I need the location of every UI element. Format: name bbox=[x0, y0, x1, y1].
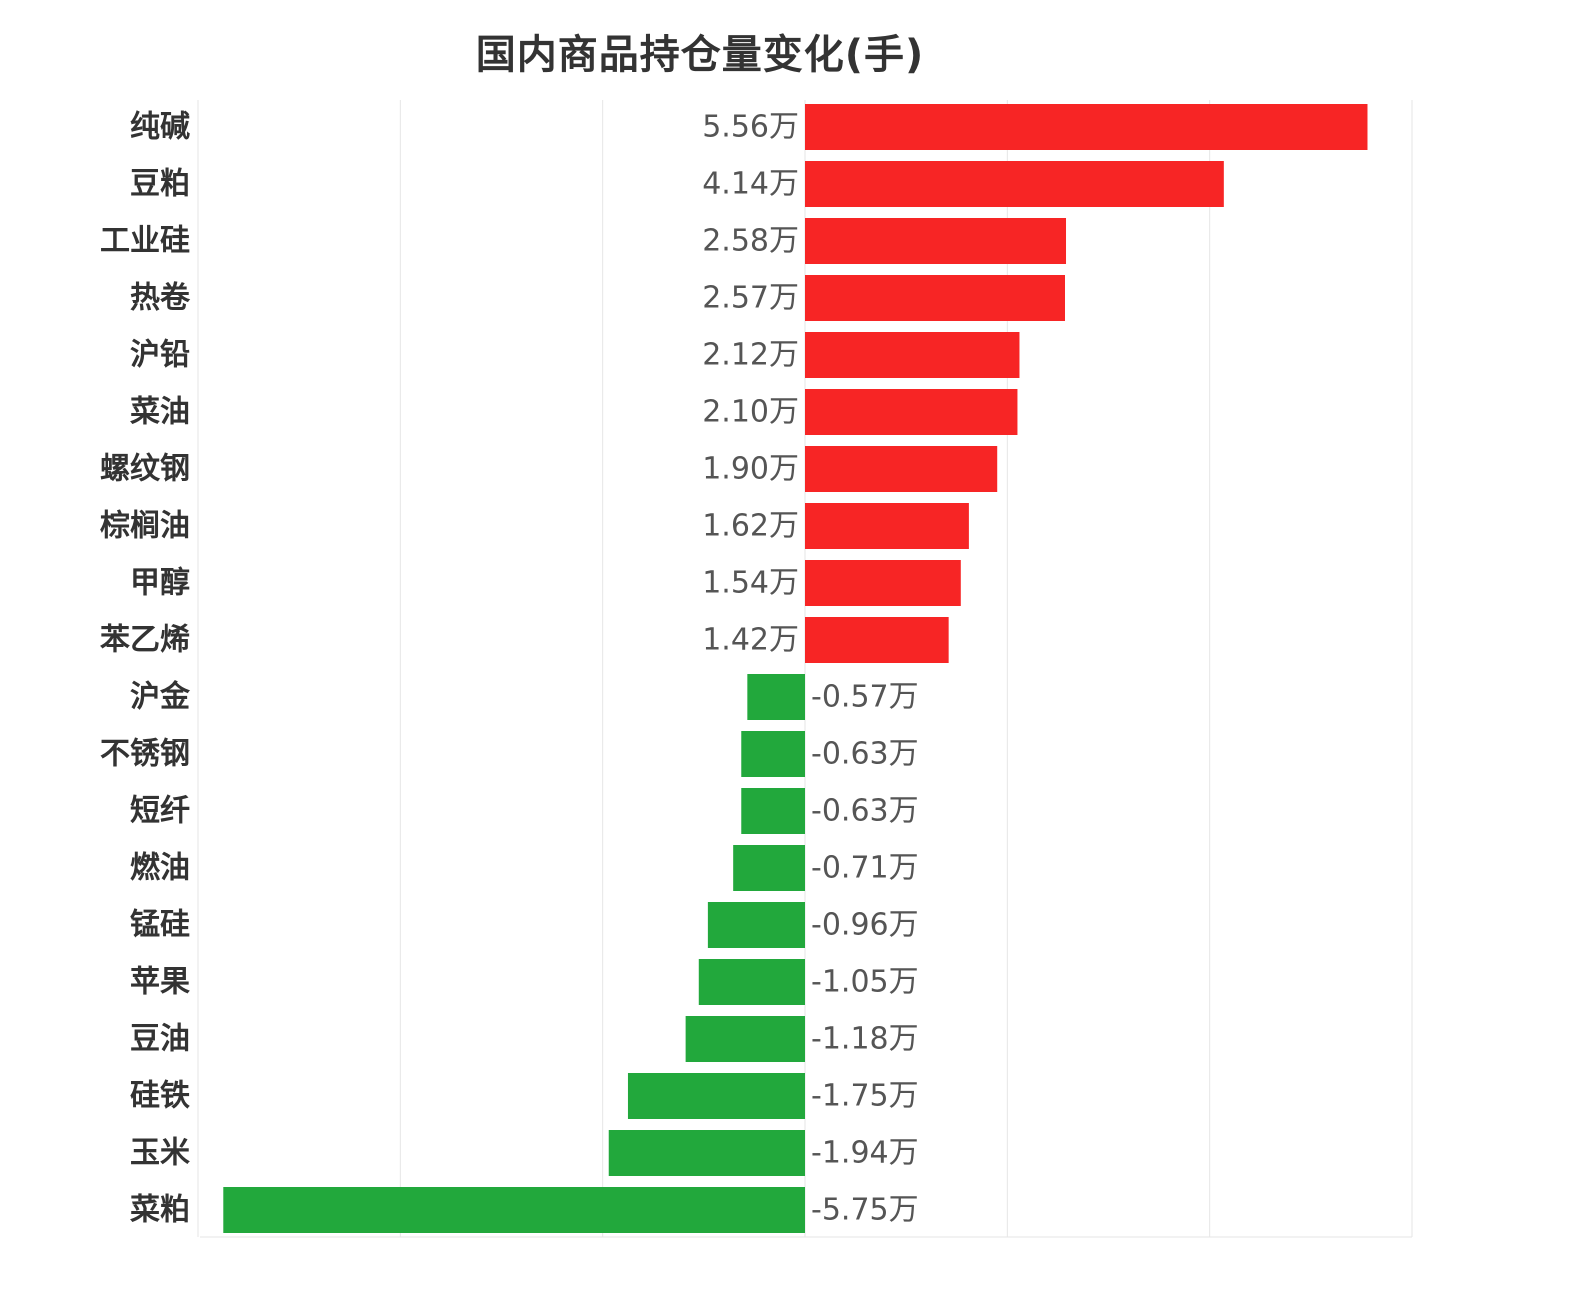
bar bbox=[741, 788, 805, 834]
category-label: 苹果 bbox=[130, 965, 190, 1000]
bar bbox=[805, 104, 1368, 150]
value-label: -1.94万 bbox=[811, 1136, 919, 1171]
value-label: -0.63万 bbox=[811, 794, 919, 829]
bar bbox=[805, 446, 998, 492]
value-label: 2.10万 bbox=[702, 395, 799, 430]
bar bbox=[805, 617, 949, 663]
category-label: 豆油 bbox=[130, 1022, 190, 1057]
bar bbox=[608, 1130, 805, 1176]
value-label: -1.75万 bbox=[811, 1079, 919, 1114]
value-label: 2.58万 bbox=[702, 224, 799, 259]
value-label: 5.56万 bbox=[702, 110, 799, 145]
value-label: 1.42万 bbox=[702, 623, 799, 658]
value-label: 2.57万 bbox=[702, 281, 799, 316]
value-label: 4.14万 bbox=[702, 167, 799, 202]
value-label: 1.54万 bbox=[702, 566, 799, 601]
category-label: 锰硅 bbox=[130, 908, 190, 943]
bar bbox=[747, 674, 805, 720]
value-label: -0.57万 bbox=[811, 680, 919, 715]
bar bbox=[741, 731, 805, 777]
category-label: 热卷 bbox=[130, 281, 191, 316]
bar bbox=[805, 275, 1065, 321]
category-label: 燃油 bbox=[130, 851, 190, 886]
category-label: 菜粕 bbox=[130, 1193, 190, 1228]
category-label: 菜油 bbox=[130, 395, 190, 430]
value-label: -1.18万 bbox=[811, 1022, 919, 1057]
category-label: 工业硅 bbox=[100, 224, 190, 259]
category-label: 沪铅 bbox=[130, 338, 190, 373]
category-label: 棕榈油 bbox=[100, 509, 190, 544]
bar bbox=[707, 902, 805, 948]
value-label: -0.63万 bbox=[811, 737, 919, 772]
category-label: 沪金 bbox=[130, 680, 191, 715]
value-label: -5.75万 bbox=[811, 1193, 919, 1228]
bar bbox=[805, 332, 1020, 378]
value-label: -1.05万 bbox=[811, 965, 919, 1000]
category-label: 苯乙烯 bbox=[100, 623, 190, 658]
category-label: 豆粕 bbox=[130, 167, 190, 202]
chart-title: 国内商品持仓量变化(手) bbox=[475, 32, 925, 78]
bar bbox=[627, 1073, 805, 1119]
category-label: 硅铁 bbox=[130, 1079, 190, 1114]
bar bbox=[805, 503, 969, 549]
bar bbox=[685, 1016, 805, 1062]
bar bbox=[805, 218, 1067, 264]
category-label: 螺纹钢 bbox=[100, 452, 190, 487]
category-label: 不锈钢 bbox=[100, 737, 190, 772]
category-label: 短纤 bbox=[130, 794, 190, 829]
value-label: -0.71万 bbox=[811, 851, 919, 886]
bar bbox=[733, 845, 805, 891]
value-label: 1.62万 bbox=[702, 509, 799, 544]
value-label: 2.12万 bbox=[702, 338, 799, 373]
value-label: 1.90万 bbox=[702, 452, 799, 487]
category-label: 纯碱 bbox=[130, 110, 190, 145]
bar bbox=[223, 1187, 805, 1233]
value-label: -0.96万 bbox=[811, 908, 919, 943]
bar bbox=[805, 560, 961, 606]
bar bbox=[805, 161, 1224, 207]
bar bbox=[805, 389, 1018, 435]
category-label: 甲醇 bbox=[130, 566, 190, 601]
category-label: 玉米 bbox=[130, 1136, 190, 1171]
bar bbox=[698, 959, 805, 1005]
